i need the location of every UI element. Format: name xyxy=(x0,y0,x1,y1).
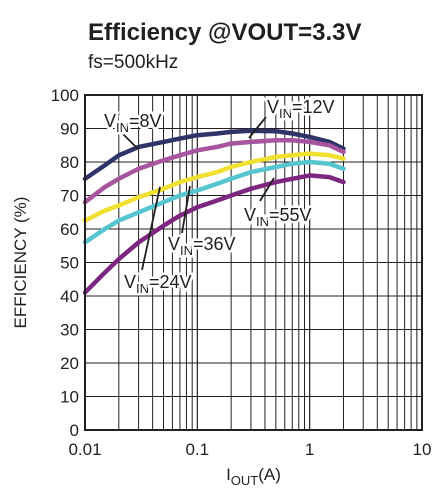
x-tick-label: 10 xyxy=(413,440,432,459)
y-tick-label: 20 xyxy=(60,354,79,373)
x-tick-label: 0.1 xyxy=(186,440,210,459)
x-tick-label: 1 xyxy=(305,440,314,459)
y-tick-label: 30 xyxy=(60,321,79,340)
y-tick-label: 10 xyxy=(60,388,79,407)
series-line-3 xyxy=(82,159,346,245)
y-tick-label: 90 xyxy=(60,120,79,139)
y-tick-label: 100 xyxy=(51,86,79,105)
annotation-label: VIN=12V xyxy=(267,97,335,121)
annotation-label: VIN=24V xyxy=(124,272,192,296)
y-tick-label: 60 xyxy=(60,220,79,239)
annotation-label: VIN=8V xyxy=(104,111,162,135)
annotation-leader xyxy=(181,185,191,234)
axes: 0 10 20 30 40 50 60 70 80 90 100 0.01 0.1 1 10 EFFICIEN… xyxy=(11,86,431,488)
annotation-leader xyxy=(121,132,139,150)
annotation-label: VIN=36V xyxy=(168,234,236,258)
y-tick-label: 0 xyxy=(70,421,79,440)
y-tick-label: 80 xyxy=(60,153,79,172)
y-tick-label: 50 xyxy=(60,254,79,273)
x-tick-label: 0.01 xyxy=(68,440,101,459)
annotation-label: VIN=55V xyxy=(244,205,312,229)
y-tick-label: 70 xyxy=(60,187,79,206)
annotation-leader xyxy=(259,177,275,202)
series-line-0 xyxy=(82,128,346,182)
plot-frame xyxy=(84,94,423,431)
grid xyxy=(84,95,423,430)
series-line-2 xyxy=(82,151,346,223)
y-axis-label: EFFICIENCY (%) xyxy=(11,197,30,329)
annotation-leader xyxy=(248,116,267,139)
y-tick-label: 40 xyxy=(60,287,79,306)
annotations: VIN=8V VIN=12V VIN=55V VIN=36V VIN=24V xyxy=(102,95,338,299)
chart-title: Efficiency @VOUT=3.3V xyxy=(88,19,362,46)
chart-subtitle: fs=500kHz xyxy=(88,52,178,73)
x-axis-label: IOUT(A) xyxy=(226,465,281,488)
series-line-1 xyxy=(82,137,346,205)
annotation-leader xyxy=(141,186,161,271)
series-lines xyxy=(82,128,346,295)
series-line-4 xyxy=(82,173,346,295)
